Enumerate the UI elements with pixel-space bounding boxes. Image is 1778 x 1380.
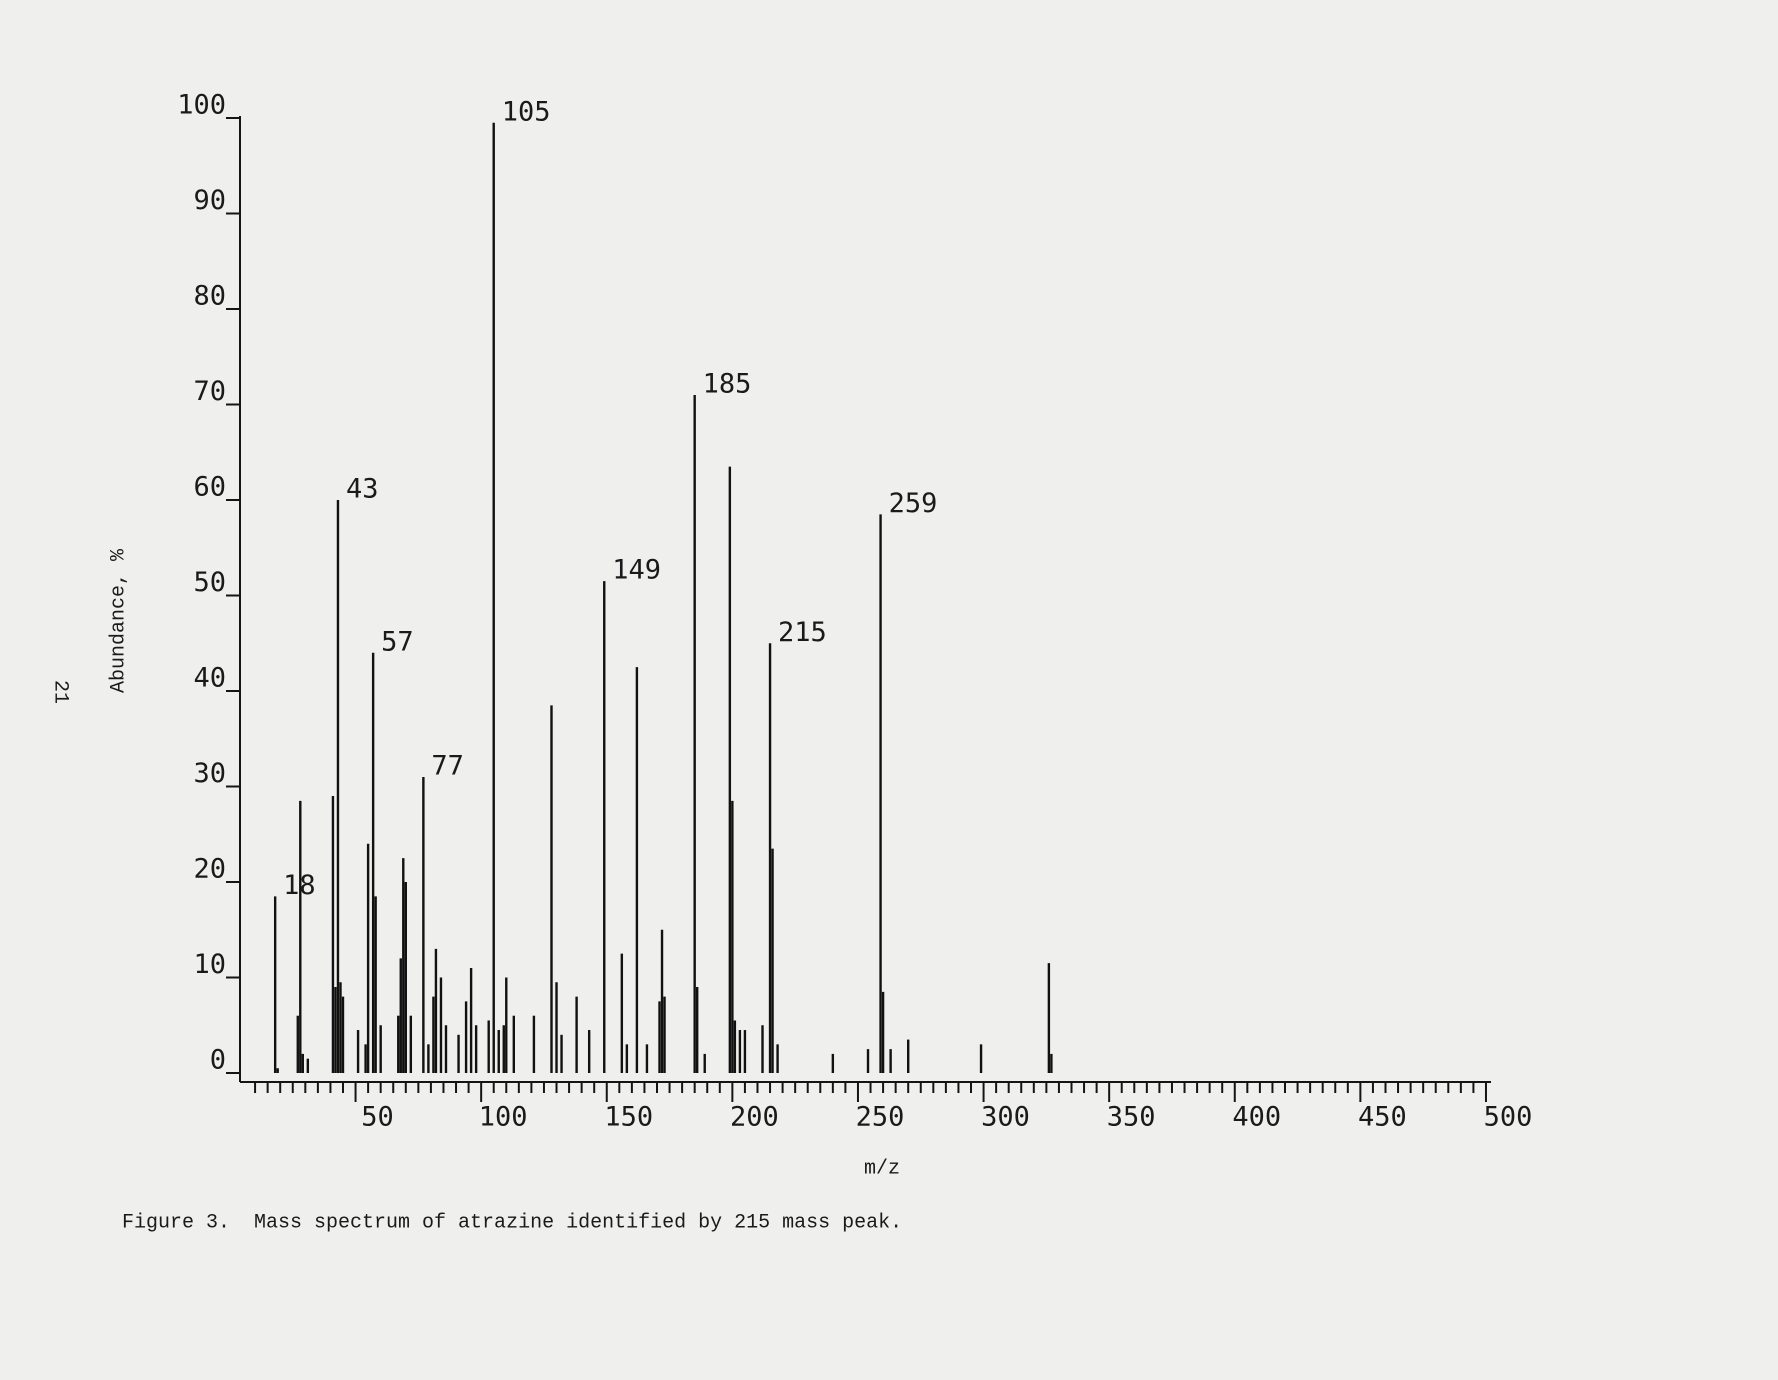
- x-tick-label: 150: [604, 1102, 653, 1133]
- y-tick-label: 100: [177, 90, 226, 121]
- y-tick-label: 10: [193, 949, 226, 980]
- peak-label: 185: [703, 368, 752, 399]
- y-tick-label: 40: [193, 663, 226, 694]
- y-tick-label: 50: [193, 567, 226, 598]
- y-tick-label: 70: [193, 376, 226, 407]
- y-tick-label: 60: [193, 472, 226, 503]
- x-tick-label: 100: [479, 1102, 528, 1133]
- x-tick-label: 200: [730, 1102, 779, 1133]
- y-tick-label: 80: [193, 281, 226, 312]
- x-tick-label: 300: [981, 1102, 1030, 1133]
- y-tick-label: 90: [193, 185, 226, 216]
- peak-label: 57: [381, 626, 414, 657]
- peak-label: 259: [889, 488, 938, 519]
- peak-label: 43: [346, 474, 379, 505]
- peak-label: 77: [431, 750, 464, 781]
- x-axis-label: m/z: [864, 1157, 900, 1180]
- peak-label: 215: [778, 617, 827, 648]
- y-tick-label: 0: [210, 1045, 226, 1076]
- x-tick-label: 500: [1484, 1102, 1533, 1133]
- peak-label: 18: [283, 870, 316, 901]
- page-number: 21: [49, 680, 72, 704]
- x-tick-label: 250: [856, 1102, 905, 1133]
- y-axis-label: Abundance, %: [107, 548, 130, 693]
- x-tick-label: 350: [1107, 1102, 1156, 1133]
- x-tick-label: 50: [361, 1102, 394, 1133]
- peak-label: 149: [612, 555, 661, 586]
- x-tick-label: 400: [1232, 1102, 1281, 1133]
- caption: Figure 3. Mass spectrum of atrazine iden…: [122, 1211, 902, 1234]
- y-tick-label: 20: [193, 854, 226, 885]
- y-tick-label: 30: [193, 758, 226, 789]
- x-tick-label: 450: [1358, 1102, 1407, 1133]
- peak-label: 105: [502, 96, 551, 127]
